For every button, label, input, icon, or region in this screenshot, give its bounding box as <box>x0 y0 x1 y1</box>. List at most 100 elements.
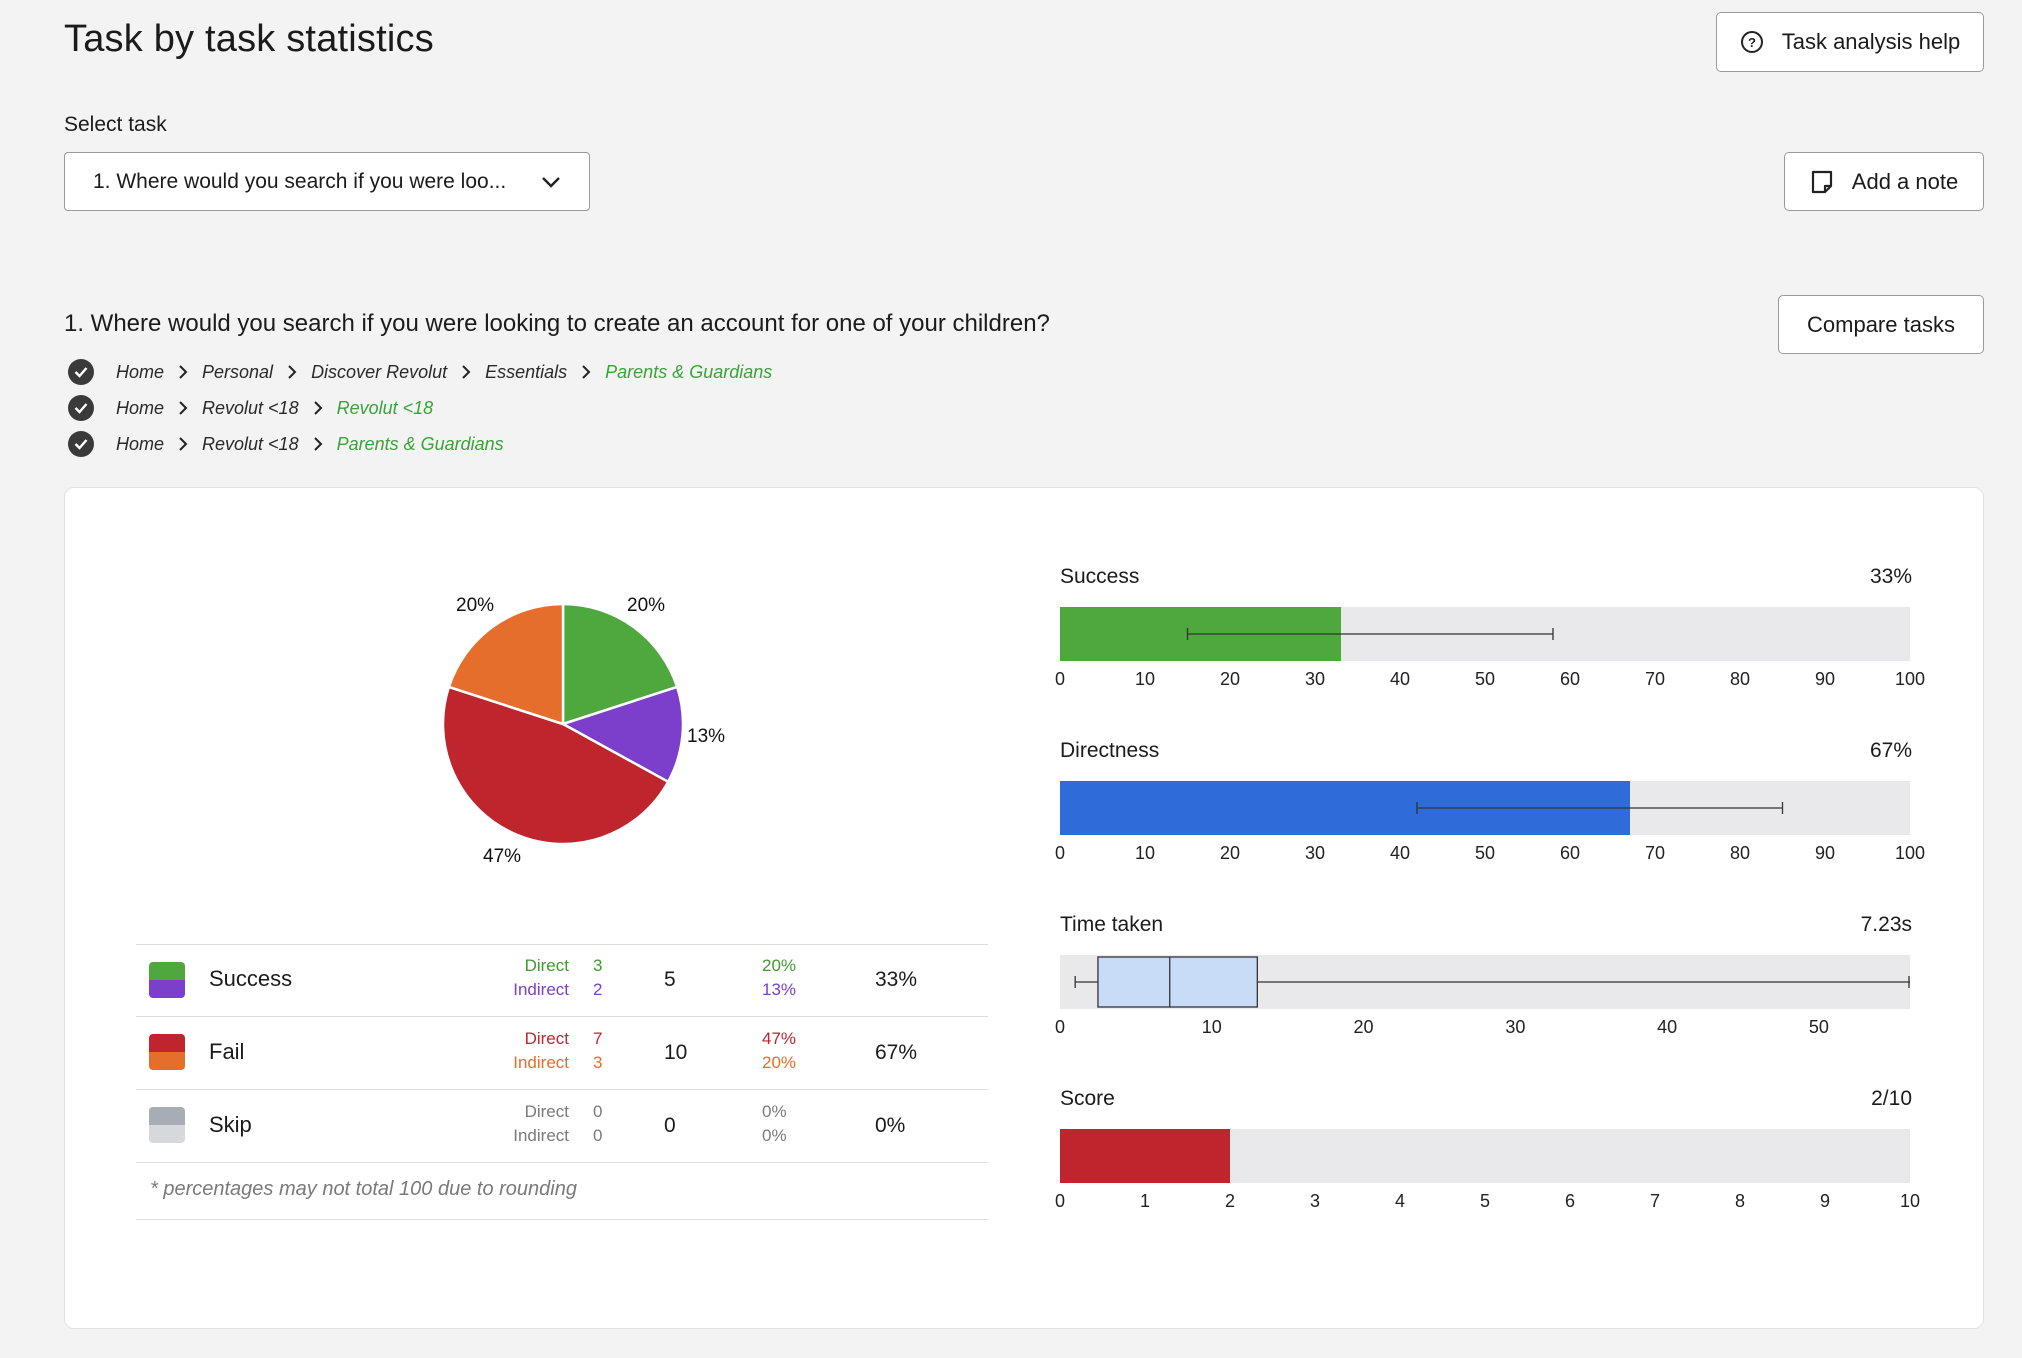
task-question: 1. Where would you search if you were lo… <box>64 310 1050 337</box>
axis-tick-label: 100 <box>1894 843 1926 863</box>
fail-total-pct: 67% <box>875 1041 918 1064</box>
row-name-skip: Skip <box>209 1112 252 1137</box>
success-total-pct: 33% <box>875 968 918 991</box>
pie-slice-success-direct[interactable] <box>561 602 679 726</box>
add-note-button[interactable]: Add a note <box>1784 152 1984 211</box>
axis-tick-label: 70 <box>1644 843 1666 863</box>
axis-tick-label: 10 <box>1134 669 1156 689</box>
correct-path-row: Home Revolut <18 Parents & Guardians <box>68 429 504 459</box>
pie-slice-fail-indirect[interactable] <box>447 602 565 726</box>
axis-tick-label: 6 <box>1564 1191 1576 1211</box>
axis-tick-label: 5 <box>1479 1191 1491 1211</box>
axis-tick-label: 70 <box>1644 669 1666 689</box>
fail-indirect-label: Indirect <box>513 1053 569 1072</box>
axis-tick-label: 10 <box>1899 1191 1921 1211</box>
success-total: 5 <box>664 968 676 991</box>
chevron-right-icon <box>178 364 188 380</box>
pie-slice-fail-direct[interactable] <box>441 685 670 846</box>
score-metric-label: Score <box>1060 1087 1115 1110</box>
help-circle-icon: ? <box>1740 31 1763 53</box>
skip-direct-count: 0 <box>593 1102 603 1121</box>
row-name-success: Success <box>209 966 293 991</box>
path-target: Parents & Guardians <box>605 361 773 382</box>
table-divider <box>136 1089 988 1090</box>
correct-path-row: Home Personal Discover Revolut Essentials Pa… <box>68 357 772 387</box>
fail-swatch <box>149 1034 185 1070</box>
task-select[interactable]: 1. Where would you search if you were lo… <box>64 152 590 211</box>
score-bar-fill <box>1060 1129 1230 1183</box>
directness-metric-label: Directness <box>1060 739 1160 762</box>
skip-total-pct: 0% <box>875 1114 906 1137</box>
path-segment: Personal <box>202 361 274 382</box>
chevron-right-icon <box>313 436 323 452</box>
pie-chart <box>441 602 685 846</box>
axis-tick-label: 30 <box>1304 843 1326 863</box>
skip-swatch <box>149 1107 185 1143</box>
axis-tick-label: 8 <box>1734 1191 1746 1211</box>
note-icon <box>1811 170 1832 193</box>
chevron-right-icon <box>287 364 297 380</box>
axis-tick-label: 50 <box>1808 1017 1829 1037</box>
score-metric-value: 2/10 <box>1871 1087 1912 1110</box>
axis-tick-label: 30 <box>1505 1017 1526 1037</box>
task-analysis-help-button[interactable]: ? Task analysis help <box>1716 12 1984 72</box>
axis-tick-label: 90 <box>1814 843 1836 863</box>
axis-tick-label: 80 <box>1729 669 1751 689</box>
axis-tick-label: 30 <box>1304 669 1326 689</box>
row-name-fail: Fail <box>209 1039 245 1064</box>
success-direct-count: 3 <box>593 956 603 975</box>
axis-tick-label: 4 <box>1394 1191 1406 1211</box>
axis-tick-label: 90 <box>1814 669 1836 689</box>
time-taken-track <box>1060 955 1910 1009</box>
axis-tick-label: 40 <box>1657 1017 1678 1037</box>
chevron-right-icon <box>178 436 188 452</box>
check-circle-icon <box>68 359 94 385</box>
chevron-right-icon <box>461 364 471 380</box>
axis-tick-label: 0 <box>1054 1017 1066 1037</box>
axis-tick-label: 2 <box>1224 1191 1236 1211</box>
success-error-bar <box>1186 628 1554 640</box>
success-bar-track <box>1060 607 1910 661</box>
path-segment: Revolut <18 <box>202 433 299 454</box>
rounding-footnote: * percentages may not total 100 due to r… <box>150 1178 577 1200</box>
axis-tick-label: 0 <box>1054 1191 1066 1211</box>
axis-tick-label: 3 <box>1309 1191 1321 1211</box>
path-target: Parents & Guardians <box>336 433 504 454</box>
skip-total: 0 <box>664 1114 676 1137</box>
success-metric-label: Success <box>1060 565 1140 588</box>
path-segment: Home <box>116 361 165 382</box>
skip-indirect-count: 0 <box>593 1126 603 1145</box>
compare-tasks-button[interactable]: Compare tasks <box>1778 295 1984 354</box>
pie-label-success-direct: 20% <box>627 595 666 616</box>
axis-tick-label: 60 <box>1559 843 1581 863</box>
success-metric-value: 33% <box>1869 565 1912 588</box>
axis-tick-label: 10 <box>1134 843 1156 863</box>
chevron-down-icon <box>542 176 560 188</box>
chevron-right-icon <box>313 400 323 416</box>
pie-label-success-indirect: 13% <box>687 726 726 747</box>
compare-tasks-label: Compare tasks <box>1807 311 1955 337</box>
select-task-label: Select task <box>64 113 167 136</box>
pie-label-fail-direct: 47% <box>483 846 522 867</box>
axis-tick-label: 40 <box>1389 669 1411 689</box>
success-direct-pct: 20% <box>762 956 797 975</box>
directness-metric-value: 67% <box>1869 739 1912 762</box>
skip-direct-label: Direct <box>524 1102 569 1121</box>
axis-tick-label: 50 <box>1474 669 1496 689</box>
svg-text:?: ? <box>1748 35 1756 50</box>
success-indirect-count: 2 <box>593 980 603 999</box>
correct-path-row: Home Revolut <18 Revolut <18 <box>68 393 433 423</box>
skip-direct-pct: 0% <box>762 1102 787 1121</box>
success-swatch <box>149 962 185 998</box>
axis-tick-label: 100 <box>1894 669 1926 689</box>
axis-tick-label: 0 <box>1054 843 1066 863</box>
help-button-label: Task analysis help <box>1781 29 1961 54</box>
success-indirect-label: Indirect <box>513 980 569 999</box>
path-segment: Home <box>116 397 165 418</box>
pie-slice-success-indirect[interactable] <box>559 685 685 784</box>
axis-tick-label: 50 <box>1474 843 1496 863</box>
axis-tick-label: 60 <box>1559 669 1581 689</box>
axis-tick-label: 20 <box>1219 843 1241 863</box>
path-segment: Home <box>116 433 165 454</box>
table-divider <box>136 944 988 945</box>
